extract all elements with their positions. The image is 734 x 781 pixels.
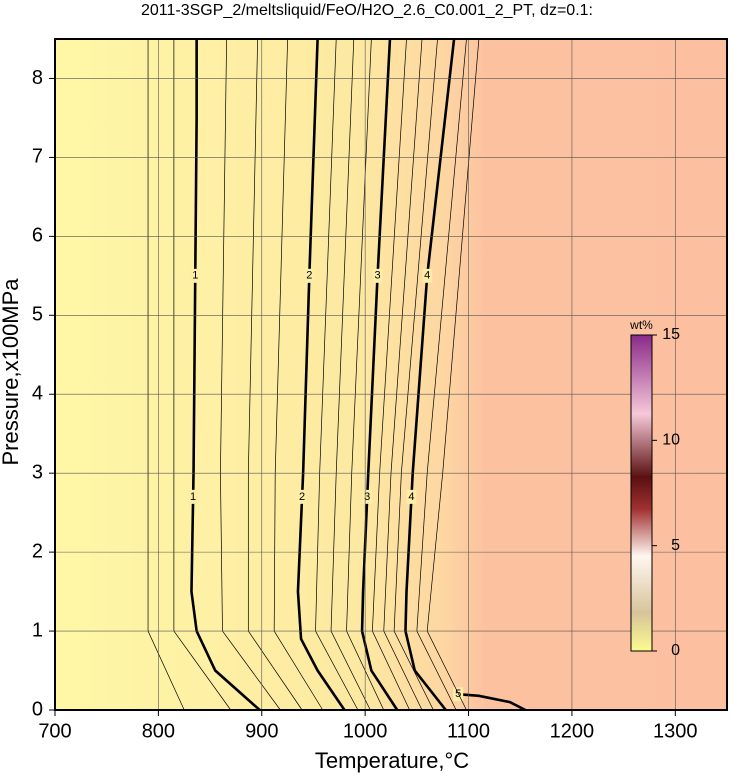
plot-frame — [54, 38, 728, 711]
colorbar — [630, 334, 653, 652]
chart-title: 2011-3SGP_2/meltsliquid/FeO/H2O_2.6_C0.0… — [141, 2, 593, 19]
y-axis-label: Pressure,x100MPa — [0, 278, 23, 466]
contour-label: 4 — [424, 270, 430, 282]
x-tick-label: 700 — [38, 720, 71, 742]
contour-label: 2 — [299, 491, 305, 503]
colorbar-label: wt% — [629, 318, 653, 332]
contour-label-bg — [453, 687, 464, 702]
y-tick-label: 8 — [32, 67, 43, 89]
contour-label-bg — [304, 268, 315, 283]
contour-label: 4 — [408, 491, 414, 503]
contour-label: 3 — [374, 270, 380, 282]
x-tick-label: 1100 — [447, 720, 490, 742]
y-tick-label: 1 — [32, 619, 43, 641]
contour-label-bg — [188, 489, 199, 504]
colorbar-tick-label: 5 — [671, 537, 680, 554]
colorbar-tick-label: 10 — [662, 432, 680, 449]
contour-label-bg — [406, 489, 417, 504]
contour-label-bg — [362, 489, 373, 504]
y-tick-label: 4 — [32, 383, 43, 405]
x-tick-label: 1200 — [550, 720, 595, 742]
contour-label: 2 — [306, 270, 312, 282]
y-tick-label: 3 — [32, 461, 43, 483]
major-contour — [190, 39, 261, 711]
x-tick-label: 900 — [245, 720, 278, 742]
x-tick-label: 800 — [142, 720, 175, 742]
contour-label-bg — [190, 268, 201, 283]
y-tick-label: 0 — [32, 698, 43, 720]
contour-label: 1 — [192, 270, 198, 282]
colorbar-tick-label: 15 — [662, 326, 680, 343]
x-axis-label: Temperature,°C — [315, 748, 469, 773]
colorbar-tick-label: 0 — [671, 642, 680, 659]
y-tick-label: 6 — [32, 225, 43, 247]
y-tick-label: 2 — [32, 540, 43, 562]
contour-label-bg — [422, 268, 433, 283]
y-tick-label: 5 — [32, 304, 43, 326]
x-tick-label: 1000 — [343, 720, 388, 742]
contour-label-bg — [372, 268, 383, 283]
x-tick-label: 1300 — [653, 720, 698, 742]
contour-label-bg — [297, 489, 308, 504]
plot-background — [55, 39, 727, 710]
contour-label: 3 — [364, 491, 370, 503]
contour-label: 1 — [190, 491, 196, 503]
y-tick-label: 7 — [32, 146, 43, 168]
